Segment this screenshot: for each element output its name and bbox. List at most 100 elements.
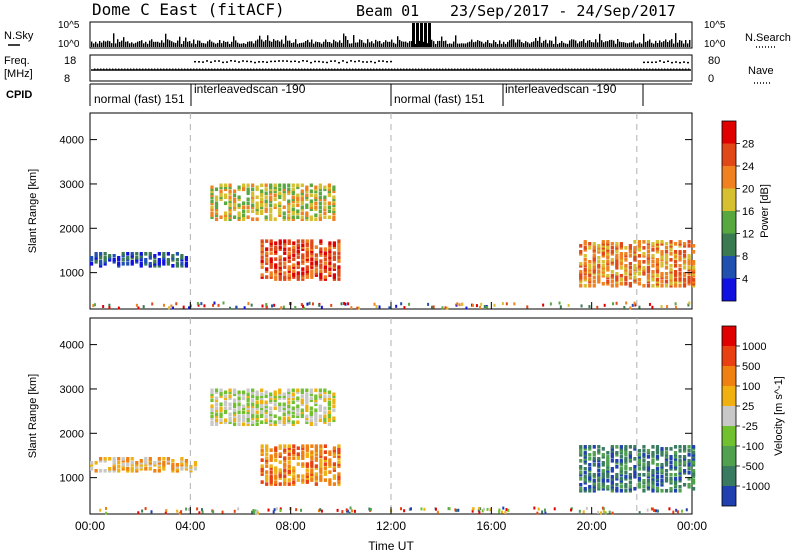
nave-mark <box>322 61 324 63</box>
range-gate-cell <box>668 507 671 511</box>
range-gate-cell <box>242 217 246 222</box>
range-gate-cell <box>610 445 614 449</box>
range-gate-cell <box>251 398 255 403</box>
range-gate-cell <box>318 394 322 399</box>
range-gate-cell <box>287 209 291 214</box>
range-gate-cell <box>642 271 646 276</box>
range-gate-cell <box>292 468 296 472</box>
freq-mark <box>601 68 603 70</box>
range-gate-cell <box>287 213 291 218</box>
range-gate-cell <box>282 392 286 397</box>
range-gate-cell <box>269 448 273 452</box>
range-gate-cell <box>615 256 619 260</box>
range-gate-cell <box>673 463 678 467</box>
range-gate-cell <box>615 459 619 463</box>
freq-mark <box>187 68 189 70</box>
range-gate-cell <box>601 260 605 264</box>
range-gate-cell <box>260 396 264 401</box>
range-gate-cell <box>232 404 237 409</box>
nsky-bar <box>139 40 141 47</box>
range-gate-cell <box>264 209 268 214</box>
range-gate-cell <box>260 209 264 214</box>
range-gate-cell <box>301 474 305 478</box>
range-gate-cell <box>664 457 669 461</box>
range-gate-cell <box>692 474 696 479</box>
range-gate-cell <box>664 275 669 280</box>
range-gate-cell <box>212 303 215 307</box>
colorbar-tick-label: 16 <box>742 206 754 218</box>
range-gate-cell <box>292 249 296 253</box>
range-gate-cell <box>624 476 628 481</box>
range-gate-cell <box>678 275 682 280</box>
range-gate-cell <box>596 305 599 309</box>
range-gate-cell <box>300 195 304 200</box>
range-gate-cell <box>305 215 309 220</box>
nave-tick-bottom: 0 <box>708 73 714 85</box>
x-axis-label: Time UT <box>368 539 414 553</box>
range-gate-cell <box>660 474 664 479</box>
range-gate-cell <box>255 414 259 419</box>
nsky-bar <box>461 43 463 47</box>
range-gate-cell <box>323 458 327 462</box>
range-gate-cell <box>296 408 300 413</box>
nsky-bar <box>625 42 627 47</box>
range-gate-cell <box>251 402 255 407</box>
nsky-bar <box>645 41 647 47</box>
range-gate-cell <box>633 445 637 449</box>
range-gate-cell <box>461 302 464 306</box>
range-gate-cell <box>278 404 282 409</box>
range-gate-cell <box>223 418 228 423</box>
range-gate-cell <box>651 445 655 449</box>
freq-mark <box>331 68 333 70</box>
range-gate-cell <box>265 460 269 464</box>
range-gate-cell <box>498 510 501 514</box>
range-gate-cell <box>300 390 304 395</box>
range-gate-cell <box>310 452 314 456</box>
range-gate-cell <box>265 305 268 309</box>
range-gate-cell <box>332 482 337 486</box>
freq-mark <box>382 68 384 70</box>
range-gate-cell <box>655 248 660 252</box>
colorbar-tick-label: -1000 <box>742 481 770 493</box>
range-gate-cell <box>597 269 601 274</box>
range-gate-cell <box>99 459 103 463</box>
range-gate-cell <box>318 183 322 188</box>
range-gate-cell <box>117 465 121 469</box>
range-gate-cell <box>314 418 318 423</box>
freq-mark <box>388 68 390 70</box>
range-gate-cell <box>678 445 682 449</box>
freq-mark <box>325 68 327 70</box>
range-gate-cell <box>597 263 601 268</box>
range-gate-cell <box>628 451 632 455</box>
range-gate-cell <box>292 456 296 460</box>
range-gate-cell <box>294 305 297 309</box>
nave-mark <box>338 61 340 64</box>
range-gate-cell <box>673 453 678 457</box>
freq-tick-bottom: 8 <box>64 73 70 85</box>
range-gate-cell <box>633 465 637 469</box>
range-gate-cell <box>660 466 664 471</box>
range-gate-cell <box>327 422 331 427</box>
range-gate-cell <box>483 304 486 308</box>
range-gate-cell <box>646 269 651 274</box>
range-gate-cell <box>353 509 356 513</box>
range-gate-cell <box>664 459 669 463</box>
range-gate-cell <box>606 470 610 475</box>
range-gate-cell <box>292 273 296 277</box>
range-gate-cell <box>260 243 264 247</box>
range-gate-cell <box>642 254 646 258</box>
range-gate-cell <box>228 185 232 190</box>
range-gate-cell <box>344 302 347 306</box>
range-gate-cell <box>682 482 687 487</box>
range-gate-cell <box>157 260 161 264</box>
range-gate-cell <box>597 449 601 453</box>
nsky-bar <box>595 39 597 47</box>
nsky-bar <box>143 43 145 47</box>
range-gate-cell <box>655 244 660 248</box>
range-gate-cell <box>628 281 632 286</box>
velocity-ylabel: Slant Range [km] <box>27 374 39 458</box>
range-gate-cell <box>242 187 246 192</box>
range-gate-cell <box>310 275 314 279</box>
range-gate-cell <box>660 478 664 483</box>
